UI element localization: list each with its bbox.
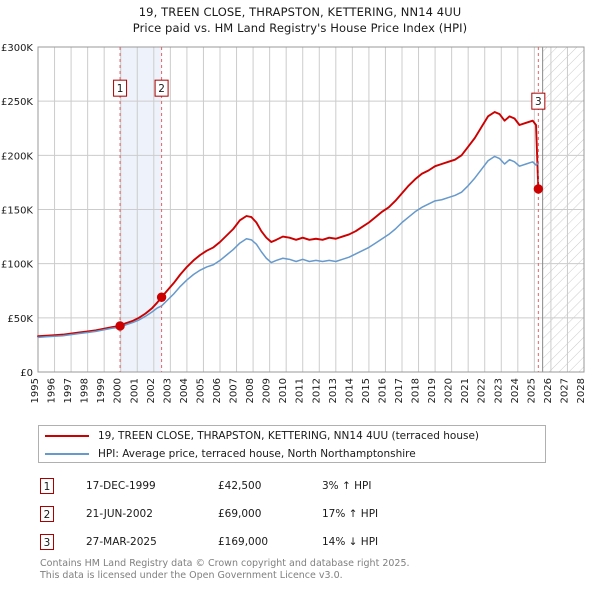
marker-badge-box-2[interactable] [154,79,169,97]
x-axis-tick-label: 2009 [262,378,273,403]
footer-line-1: Contains HM Land Registry data © Crown c… [40,558,410,569]
marker-badge-box-3[interactable] [531,92,546,110]
marker-dot-3[interactable] [533,184,544,194]
txn-date-1: 17-DEC-1999 [86,480,156,492]
forecast-region [542,47,584,372]
txn-date-2: 21-JUN-2002 [86,508,153,520]
marker-badge-label-2: 2 [158,83,165,95]
x-axis-tick-label: 2007 [229,378,240,403]
x-axis-tick-label: 1999 [96,378,107,403]
title-line-2: Price paid vs. HM Land Registry's House … [132,21,468,35]
txn-delta-1: 3% ↑ HPI [322,480,372,492]
x-axis-tick-label: 2014 [344,378,355,403]
marker-badge-box-1[interactable] [113,79,128,97]
legend-label-hpi: HPI: Average price, terraced house, Nort… [98,448,416,460]
table-row: 3 27-MAR-2025 £169,000 14% ↓ HPI [40,528,560,556]
x-axis-tick-label: 2016 [377,378,388,403]
x-axis-tick-label: 2022 [477,378,488,403]
txn-price-3: £169,000 [218,536,269,548]
txn-price-2: £69,000 [218,508,262,520]
series-line-hpi [37,155,540,339]
x-axis-tick-label: 2018 [411,378,422,403]
txn-badge-2: 2 [40,506,54,522]
marker-dot-1[interactable] [115,321,125,331]
legend-label-property: 19, TREEN CLOSE, THRAPSTON, KETTERING, N… [98,430,480,442]
plot-frame [37,46,585,373]
x-axis-tick-label: 1997 [63,378,74,403]
x-axis-tick-label: 2017 [394,378,405,403]
x-axis-tick-label: 2027 [559,378,570,403]
legend-item-hpi: HPI: Average price, terraced house, Nort… [39,445,545,463]
x-axis-tick-label: 2023 [493,378,504,403]
title-line-1: 19, TREEN CLOSE, THRAPSTON, KETTERING, N… [138,5,462,19]
marker-badge-label-3: 3 [535,96,542,108]
legend-item-property: 19, TREEN CLOSE, THRAPSTON, KETTERING, N… [39,427,545,445]
legend-swatch-property [45,435,89,437]
x-axis-tick-label: 2020 [444,378,455,403]
txn-badge-3: 3 [40,534,54,550]
x-axis-tick-label: 2006 [212,378,223,403]
x-axis-tick-label: 2010 [278,378,289,403]
x-axis-tick-label: 2026 [543,378,554,403]
table-row: 1 17-DEC-1999 £42,500 3% ↑ HPI [40,472,560,500]
y-axis-tick-label: £50K [7,314,33,325]
y-axis-tick-label: £100K [1,260,33,271]
txn-badge-1: 1 [40,478,54,494]
txn-date-3: 27-MAR-2025 [86,536,157,548]
y-axis-tick-label: £300K [1,43,33,54]
x-axis-tick-label: 2000 [113,378,124,403]
x-axis-tick-label: 2024 [510,378,521,403]
y-axis-tick-label: £250K [1,97,33,108]
marker-dot-2[interactable] [156,292,167,302]
txn-delta-2: 17% ↑ HPI [322,508,379,520]
copyright-footer: Contains HM Land Registry data © Crown c… [40,558,580,581]
table-row: 2 21-JUN-2002 £69,000 17% ↑ HPI [40,500,560,528]
x-axis-tick-label: 2025 [526,378,537,403]
page-title: 19, TREEN CLOSE, THRAPSTON, KETTERING, N… [0,4,600,36]
x-axis-tick-label: 2021 [460,378,471,403]
x-axis-tick-label: 2002 [146,378,157,403]
txn-price-1: £42,500 [218,480,262,492]
txn-delta-3: 14% ↓ HPI [322,536,379,548]
x-axis-tick-label: 1996 [47,378,58,403]
x-axis-tick-label: 2015 [361,378,372,403]
legend-swatch-hpi [45,453,89,455]
footer-line-2: This data is licensed under the Open Gov… [40,569,343,581]
y-axis-tick-label: £200K [1,151,33,162]
x-axis-tick-label: 2004 [179,378,190,403]
x-axis-tick-label: 2008 [245,378,256,403]
x-axis-tick-label: 1995 [30,378,41,403]
y-axis-tick-label: £0 [20,368,33,379]
series-line-property [37,111,540,338]
y-axis-tick-label: £150K [1,206,33,217]
x-axis-tick-label: 2003 [162,378,173,403]
transactions-table: 1 17-DEC-1999 £42,500 3% ↑ HPI 2 21-JUN-… [40,472,560,556]
x-axis-tick-label: 1998 [80,378,91,403]
x-axis-tick-label: 2019 [427,378,438,403]
x-axis-tick-label: 2011 [295,378,306,403]
chart-legend: 19, TREEN CLOSE, THRAPSTON, KETTERING, N… [38,425,546,463]
x-axis-tick-label: 2013 [328,378,339,403]
x-axis-tick-label: 2028 [576,378,587,403]
marker-badge-label-1: 1 [117,83,124,95]
x-axis-tick-label: 2005 [195,378,206,403]
x-axis-tick-label: 2001 [129,378,140,403]
x-axis-tick-label: 2012 [311,378,322,403]
